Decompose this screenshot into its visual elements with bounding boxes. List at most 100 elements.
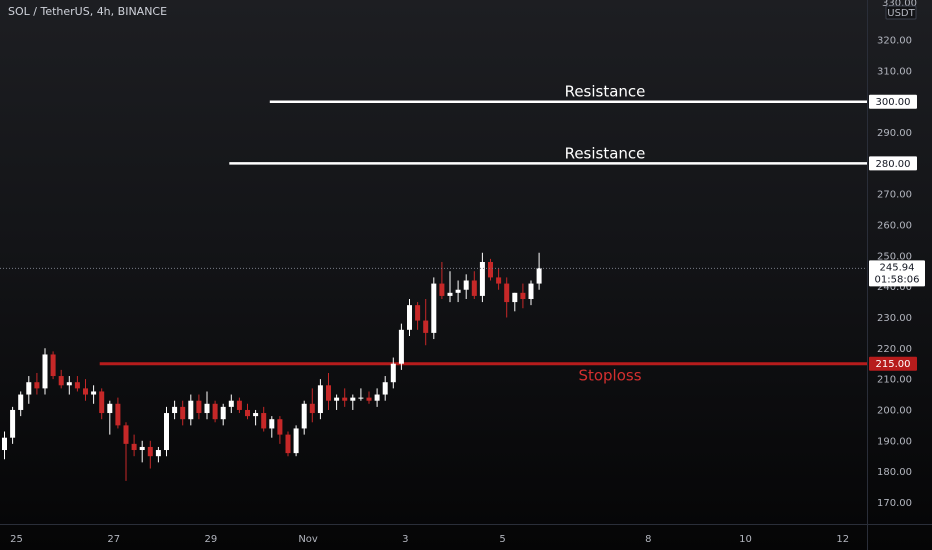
y-tick-label: 190.00	[877, 436, 912, 447]
candle	[2, 431, 7, 460]
currency-badge[interactable]	[885, 5, 917, 20]
candle	[245, 403, 250, 420]
candle	[415, 302, 421, 330]
candle-body	[407, 305, 412, 330]
candle	[180, 400, 186, 426]
candle-body	[228, 400, 234, 407]
candle-body	[269, 419, 275, 429]
candle-body	[285, 434, 291, 454]
resistance-annotation: Resistance	[565, 144, 646, 162]
candle	[471, 271, 477, 299]
candle-body	[147, 446, 153, 457]
price-level-tag-label: 215.00	[876, 359, 911, 370]
candle-body	[536, 268, 542, 284]
candle	[504, 277, 510, 318]
candle	[147, 440, 153, 469]
candle	[188, 394, 194, 426]
candle	[382, 376, 388, 401]
candle	[269, 416, 275, 438]
candle	[293, 425, 299, 457]
y-axis-partial-label: 330.00	[882, 0, 917, 9]
y-tick-label: 240.00	[877, 282, 912, 293]
candle	[228, 394, 234, 414]
x-tick-label: Nov	[298, 534, 318, 545]
x-tick-label: 3	[402, 534, 408, 545]
last-price-value: 245.94	[880, 262, 915, 273]
x-tick-label: 12	[836, 534, 849, 545]
time-axis[interactable]: 25 27 29 Nov 3 5 8 10 12	[10, 534, 849, 545]
candle	[423, 298, 429, 346]
candle-body	[358, 397, 364, 399]
candle-body	[277, 419, 283, 435]
candle	[155, 446, 161, 463]
y-tick-label: 210.00	[877, 375, 912, 386]
candle	[479, 252, 485, 303]
candle-body	[66, 382, 72, 386]
candle	[536, 252, 542, 290]
chart-title: SOL / TetherUS, 4h, BINANCE	[8, 5, 168, 18]
candle	[236, 397, 242, 414]
candle	[366, 391, 372, 404]
price-level-tag	[869, 94, 917, 109]
candle-body	[423, 320, 429, 333]
candle-body	[366, 397, 372, 401]
candle	[358, 388, 364, 401]
candle	[463, 274, 469, 299]
candle-body	[50, 354, 56, 377]
candle-body	[334, 397, 340, 401]
candle	[520, 283, 526, 309]
price-level-tag-label: 280.00	[876, 159, 911, 170]
candle-body	[107, 403, 113, 414]
candle-body	[42, 354, 48, 389]
candle	[196, 394, 202, 420]
candle-body	[447, 292, 453, 296]
candle-body	[439, 283, 445, 296]
candle	[107, 400, 113, 435]
candle	[18, 391, 24, 417]
candle	[439, 262, 445, 299]
candle-body	[245, 409, 250, 417]
candle-body	[123, 425, 129, 444]
candle	[431, 277, 437, 340]
candle-body	[317, 385, 323, 414]
candle	[407, 298, 412, 336]
last-price-badge	[869, 260, 925, 287]
candle-body	[382, 382, 388, 395]
x-tick-label: 8	[645, 534, 651, 545]
candle-body	[496, 277, 502, 284]
candle-body	[415, 305, 421, 321]
candle	[83, 379, 88, 401]
candle-body	[74, 382, 80, 389]
candle	[261, 406, 267, 432]
candle-body	[390, 363, 396, 383]
candle	[350, 394, 356, 410]
candle	[390, 357, 396, 389]
candle-body	[431, 283, 437, 333]
candle-body	[504, 283, 510, 303]
candle-body	[91, 391, 97, 395]
candle	[334, 394, 340, 410]
candles-group	[2, 252, 542, 481]
x-tick-label: 29	[205, 534, 218, 545]
candle-body	[512, 292, 518, 303]
candle-body	[261, 413, 267, 429]
y-tick-label: 180.00	[877, 467, 912, 478]
candle	[34, 372, 40, 395]
candle	[374, 388, 380, 407]
candle-body	[204, 403, 210, 414]
candle-body	[253, 413, 259, 417]
candle	[512, 292, 518, 312]
candle	[398, 323, 404, 370]
candle	[172, 400, 178, 420]
candle-body	[471, 280, 477, 296]
candle-body	[463, 280, 469, 290]
candle-body	[220, 406, 226, 420]
candle	[123, 422, 129, 481]
candle	[253, 409, 259, 426]
candle-body	[83, 388, 88, 395]
x-tick-label: 25	[10, 534, 23, 545]
candle	[326, 372, 331, 410]
price-level-tag-label: 300.00	[876, 97, 911, 108]
